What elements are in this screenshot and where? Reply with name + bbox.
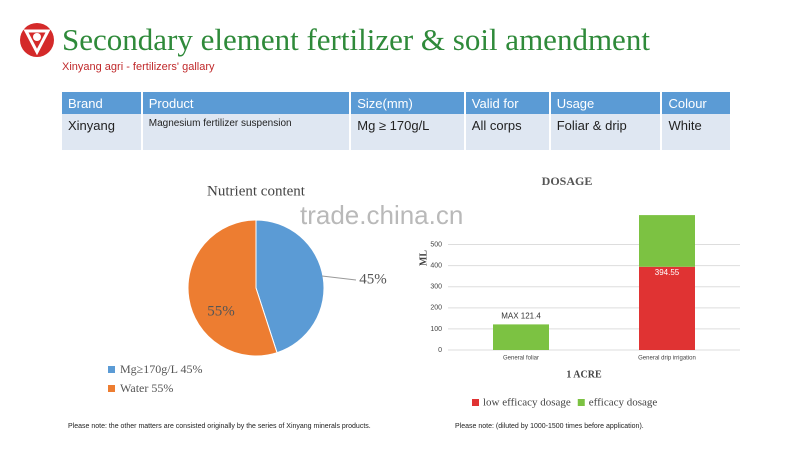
column-header: Size(mm) <box>350 92 466 114</box>
x-tick-label: General drip irrigation <box>638 356 696 362</box>
y-tick-label: 300 <box>430 284 442 291</box>
pie-value-label: 45% <box>359 271 387 287</box>
x-tick-label: General foliar <box>503 356 539 362</box>
column-header: Brand <box>62 92 143 114</box>
y-tick-label: 200 <box>430 305 442 312</box>
subtitle: Xinyang agri - fertilizers' gallary <box>62 61 215 73</box>
bar-segment <box>639 215 695 267</box>
note: Please note: (diluted by 1000-1500 times… <box>455 423 644 430</box>
pie-title: Nutrient content <box>207 183 306 199</box>
table-row: Xinyang Magnesium fertilizer suspension Mg… <box>62 114 732 150</box>
column-header: Usage <box>549 92 663 114</box>
table-cell: Foliar & drip <box>549 114 663 150</box>
table-cell: All corps <box>464 114 551 150</box>
legend-label: Water 55% <box>120 381 174 395</box>
table-cell: White <box>661 114 732 150</box>
table-body: Xinyang Magnesium fertilizer suspension Mg… <box>62 114 732 150</box>
column-header: Colour <box>661 92 732 114</box>
legend-swatch <box>108 366 115 373</box>
value-label: MAX 121.4 <box>501 312 541 321</box>
legend-swatch <box>472 399 479 406</box>
bar-segment <box>493 324 549 350</box>
watermark: trade.china.cn <box>300 200 464 230</box>
bar-segment <box>639 266 695 350</box>
y-axis-label: ML <box>418 250 429 266</box>
pie-slice <box>255 219 325 354</box>
value-label: 394.55 <box>655 268 680 277</box>
table-cell: Mg ≥ 170g/L <box>350 114 466 150</box>
column-header: Valid for <box>464 92 551 114</box>
x-axis-label: 1 ACRE <box>566 369 602 380</box>
legend-label: low efficacy dosage <box>483 397 571 409</box>
spec-table: Brand Product Size(mm) Valid for Usage Colour… <box>62 92 732 150</box>
y-tick-label: 100 <box>430 326 442 333</box>
table-cell: Xinyang <box>62 114 143 150</box>
legend-label: Mg≥170g/L 45% <box>120 362 203 376</box>
y-tick-label: 0 <box>438 347 442 354</box>
legend-entry: Water 55% <box>108 381 203 396</box>
leader-line <box>321 275 357 281</box>
legend-swatch <box>577 399 585 406</box>
legend-swatch <box>108 385 115 392</box>
table-cell: Magnesium fertilizer suspension <box>141 114 352 150</box>
logo <box>20 23 54 57</box>
y-tick-label: 500 <box>430 241 442 248</box>
pie-slice <box>187 219 278 357</box>
pie-value-label: 55% <box>207 303 235 319</box>
y-tick-label: 400 <box>430 262 442 269</box>
legend-entry: Mg≥170g/L 45% <box>108 362 203 377</box>
legend-label: efficacy dosage <box>589 397 658 409</box>
chart-title: DOSAGE <box>542 174 593 188</box>
note: Please note: the other matters are consi… <box>68 423 371 430</box>
title: Secondary element fertilizer & soil amen… <box>62 22 650 57</box>
header-row: Brand Product Size(mm) Valid for Usage Colour <box>62 92 732 114</box>
pie-legend: Mg≥170g/L 45% Water 55% <box>108 362 203 400</box>
column-header: Product <box>141 92 352 114</box>
